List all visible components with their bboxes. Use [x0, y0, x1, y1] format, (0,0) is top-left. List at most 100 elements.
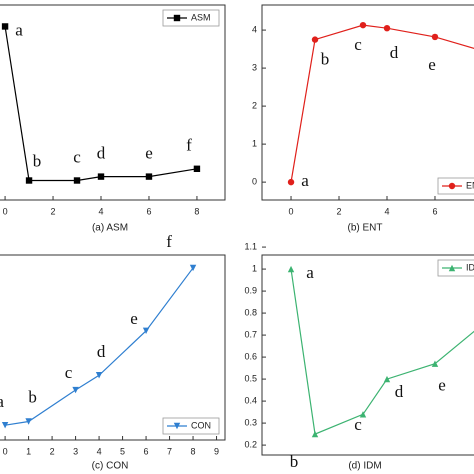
point-annotation: b	[28, 387, 37, 406]
caption: (b) ENT	[348, 223, 383, 234]
marker	[173, 422, 181, 430]
point-annotation: b	[321, 49, 330, 68]
y-tick-label: 1	[252, 138, 257, 148]
panel: 0 2 4 6 8 (a) ASM a b c d e f ASM	[0, 4, 226, 234]
point-annotation: d	[97, 144, 106, 163]
marker	[189, 264, 197, 272]
point-annotation: e	[145, 144, 153, 163]
marker	[25, 418, 32, 425]
marker	[359, 21, 367, 29]
y-tick-label: 4	[252, 24, 257, 34]
point-annotation: b	[33, 151, 42, 170]
legend-label: ENT	[466, 180, 474, 190]
x-tick-label: 7	[167, 446, 172, 456]
y-tick-label: 1.1	[244, 241, 257, 251]
caption: (a) ASM	[92, 223, 128, 234]
x-tick-label: 0	[3, 446, 8, 456]
y-tick-label: 0.6	[244, 351, 257, 361]
point-annotation: f	[186, 136, 192, 155]
marker	[193, 165, 201, 172]
panel: 0 1 2 3 4 5 6 7 8 9 (c) CON a b c d e f CON	[0, 232, 226, 472]
marker	[287, 265, 295, 273]
x-tick-label: 6	[144, 446, 149, 456]
point-annotation: c	[73, 147, 81, 166]
x-tick-label: 2	[51, 206, 56, 216]
marker	[311, 430, 319, 438]
y-tick-label: 3	[252, 62, 257, 72]
legend-box	[162, 417, 220, 435]
marker	[448, 182, 456, 190]
x-tick-label: 8	[194, 206, 199, 216]
legend-label: ASM	[191, 12, 211, 22]
y-tick-label: 0.8	[244, 307, 257, 317]
point-annotation: c	[354, 35, 362, 54]
point-annotation: d	[97, 342, 106, 361]
marker	[97, 173, 105, 180]
plot-frame	[261, 254, 474, 456]
y-tick-label: 0.5	[244, 373, 257, 383]
point-annotation: a	[306, 263, 314, 282]
marker	[431, 360, 439, 367]
y-tick-label: 1	[252, 263, 257, 273]
y-tick-label: 0.7	[244, 329, 257, 339]
caption: (d) IDM	[348, 461, 381, 472]
x-tick-label: 4	[98, 206, 103, 216]
point-annotation: a	[15, 20, 23, 39]
x-tick-label: 1	[26, 446, 31, 456]
marker	[25, 177, 33, 184]
series-line	[5, 267, 194, 426]
x-tick-label: 2	[337, 206, 342, 216]
marker	[431, 33, 439, 41]
marker	[1, 422, 9, 429]
x-tick-label: 3	[73, 446, 78, 456]
marker	[173, 14, 181, 22]
x-tick-label: 0	[3, 206, 8, 216]
x-tick-label: 6	[146, 206, 151, 216]
point-annotation: a	[0, 392, 4, 411]
x-tick-label: 0	[289, 206, 294, 216]
y-tick-label: 0.3	[244, 417, 257, 427]
marker	[1, 23, 9, 30]
legend-label: CON	[191, 420, 211, 430]
series-line	[290, 24, 474, 183]
marker	[142, 327, 150, 335]
y-tick-label: 2	[252, 100, 257, 110]
marker	[383, 375, 391, 383]
series-line	[4, 26, 198, 182]
y-tick-label: 0.4	[244, 395, 257, 405]
marker	[73, 177, 81, 184]
point-annotation: b	[290, 452, 299, 471]
legend-label: IDM	[466, 262, 474, 272]
x-tick-label: 4	[97, 446, 102, 456]
point-annotation: d	[395, 382, 404, 401]
point-annotation: e	[438, 376, 446, 395]
plot-frame	[261, 4, 474, 201]
point-annotation: a	[301, 171, 309, 190]
point-annotation: e	[428, 55, 436, 74]
marker	[145, 173, 153, 180]
x-tick-label: 5	[120, 446, 125, 456]
marker	[448, 264, 456, 272]
panel: 0246801234(b) ENTabcdeENT	[252, 4, 474, 234]
marker	[72, 386, 79, 394]
point-annotation: f	[166, 232, 172, 251]
point-annotation: d	[390, 43, 399, 62]
x-tick-label: 8	[191, 446, 196, 456]
point-annotation: e	[130, 309, 138, 328]
legend-box	[162, 9, 220, 27]
point-annotation: c	[65, 363, 73, 382]
marker	[95, 372, 103, 379]
marker	[359, 411, 367, 418]
x-tick-label: 4	[384, 206, 389, 216]
caption: (c) CON	[92, 461, 129, 472]
x-tick-label: 9	[214, 446, 219, 456]
marker	[287, 178, 295, 186]
marker	[311, 36, 319, 43]
plot-frame	[0, 4, 226, 201]
x-tick-label: 2	[50, 446, 55, 456]
point-annotation: c	[354, 415, 362, 434]
y-tick-label: 0.9	[244, 285, 257, 295]
y-tick-label: 0	[252, 177, 257, 187]
y-tick-label: 0.2	[244, 439, 257, 449]
